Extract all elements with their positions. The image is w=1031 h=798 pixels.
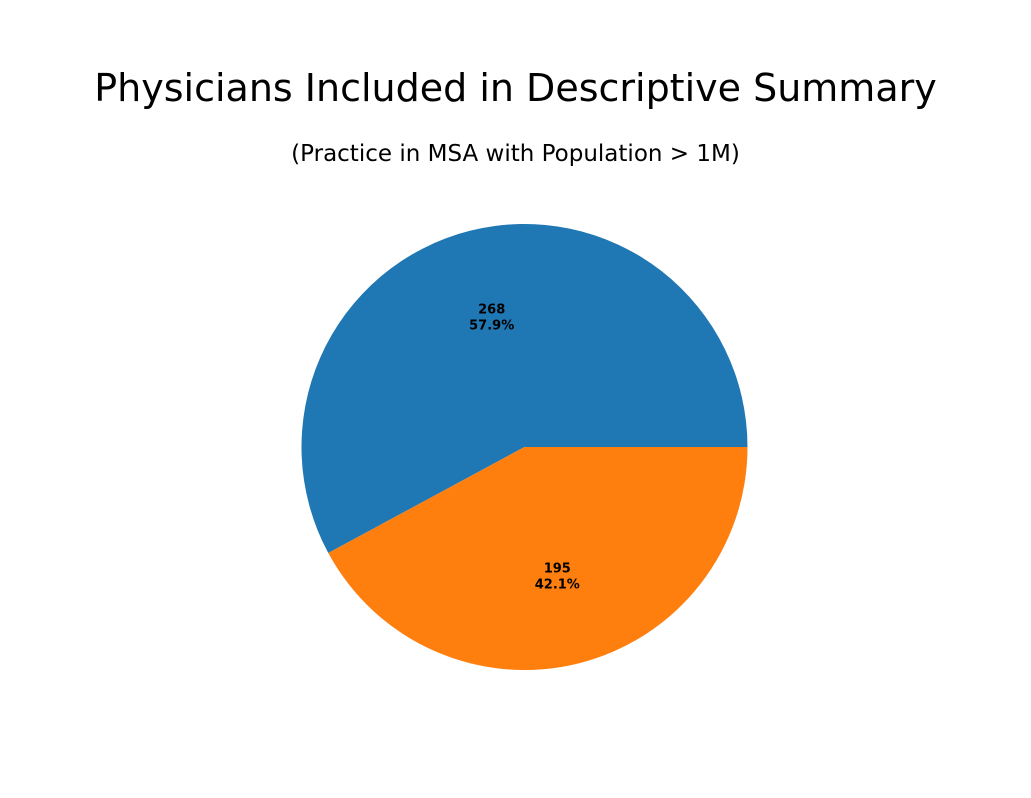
- chart-subtitle: (Practice in MSA with Population > 1M): [291, 141, 740, 167]
- chart-title: Physicians Included in Descriptive Summa…: [94, 66, 937, 110]
- pie-slice-1: [328, 447, 748, 671]
- slice-value-label-0: 268: [478, 302, 505, 317]
- slice-percent-label-0: 57.9%: [469, 318, 514, 333]
- slice-percent-label-1: 42.1%: [535, 578, 580, 593]
- slice-value-label-1: 195: [544, 562, 571, 577]
- pie-slice-0: [301, 224, 748, 553]
